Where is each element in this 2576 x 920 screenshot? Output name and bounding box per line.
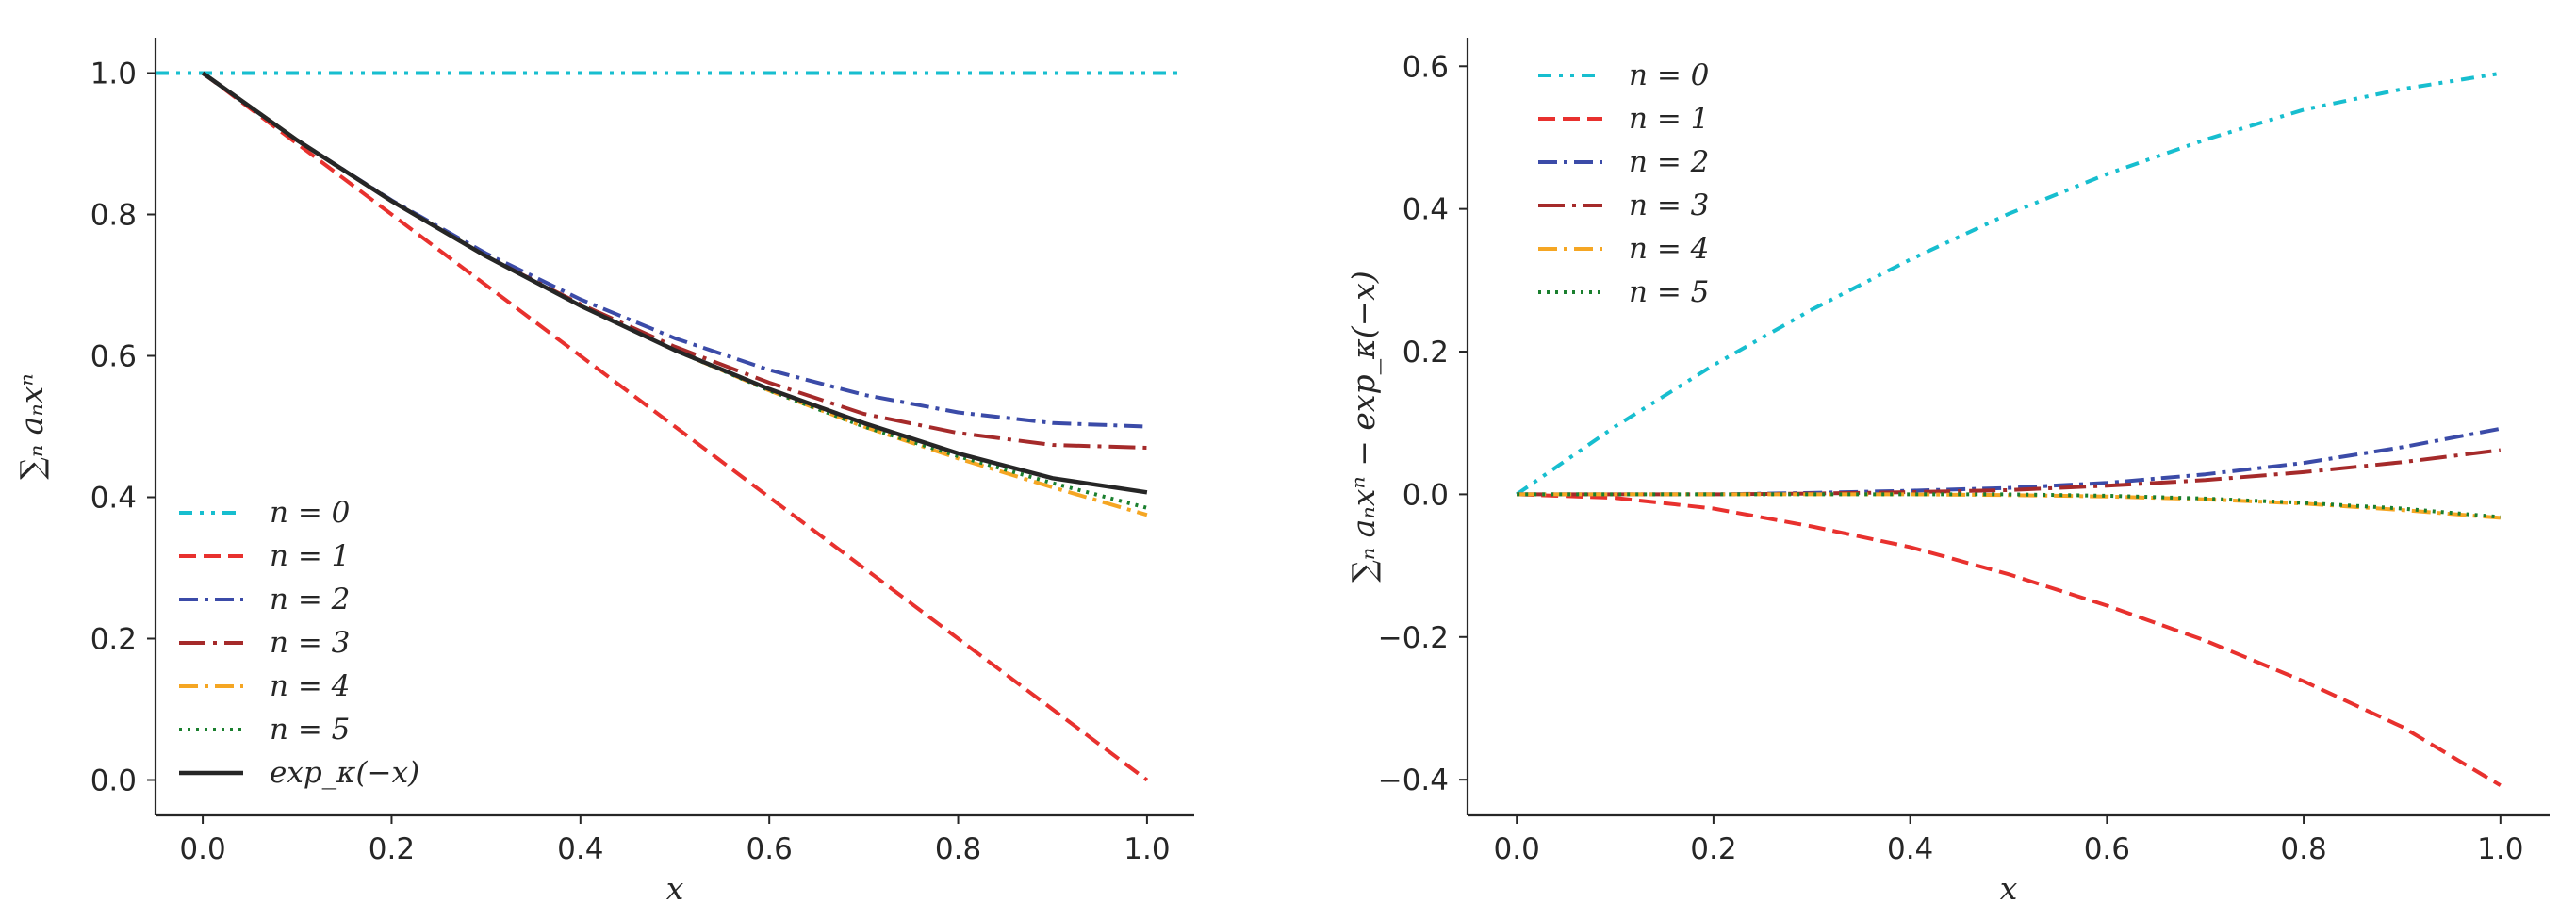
- legend-label: n = 0: [270, 496, 350, 530]
- x-tick-label: 0.0: [1494, 832, 1540, 866]
- y-tick-label: 0.6: [1403, 50, 1449, 84]
- y-tick-label: 0.4: [90, 482, 137, 516]
- x-tick-label: 1.0: [1124, 832, 1170, 866]
- series-line-n2: [201, 71, 1147, 429]
- series-line-n4: [201, 71, 1148, 518]
- y-tick-label: 0.2: [90, 623, 137, 657]
- series-line-n1: [201, 71, 1149, 782]
- x-tick-label: 0.2: [1690, 832, 1736, 866]
- series-line-n0: [1516, 71, 2502, 497]
- left-chart-panel: 0.0 0.2 0.4 0.6 0.8 1.0 0.0 0.2 0.4 0.6 0.8 1.0 x ∑ₙ …: [13, 38, 1194, 907]
- y-tick-label: 0.0: [90, 764, 137, 798]
- x-tick-label: 0.8: [2280, 832, 2326, 866]
- x-tick-label: 0.6: [747, 832, 793, 866]
- x-axis-label: x: [2000, 870, 2018, 907]
- legend-label: n = 5: [1629, 275, 1709, 309]
- y-axis-label: ∑ₙ aₙxⁿ − exp_κ(−x): [1345, 271, 1383, 583]
- y-tick-label: −0.2: [1378, 621, 1449, 655]
- y-tick-label: 0.4: [1403, 193, 1449, 227]
- x-tick-label: 0.6: [2084, 832, 2130, 866]
- x-tick-label: 0.8: [935, 832, 981, 866]
- x-axis-label: x: [666, 870, 684, 907]
- x-tick-label: 0.2: [369, 832, 415, 866]
- right-chart-panel: 0.0 0.2 0.4 0.6 0.8 1.0 −0.4 −0.2 0.0 0.2 0.4 0.6 x ∑…: [1345, 38, 2550, 907]
- x-tick-label: 1.0: [2477, 832, 2523, 866]
- y-tick-label: −0.4: [1378, 764, 1449, 797]
- y-tick-label: 0.8: [90, 199, 137, 233]
- x-tick-label: 0.4: [557, 832, 603, 866]
- x-tick-label: 0.4: [1887, 832, 1933, 866]
- legend-label: n = 2: [1629, 145, 1709, 179]
- y-tick-label: 0.0: [1403, 478, 1449, 512]
- legend-label: n = 4: [1629, 232, 1709, 266]
- legend-label: n = 3: [1629, 189, 1709, 222]
- y-tick-label: 1.0: [90, 58, 137, 91]
- legend-label: n = 3: [270, 626, 350, 660]
- legend-label: exp_κ(−x): [270, 756, 419, 790]
- legend-label: n = 2: [270, 583, 350, 616]
- y-axis-label: ∑ₙ aₙxⁿ: [13, 373, 50, 479]
- legend: n = 0 n = 1 n = 2 n = 3 n = 4 n = 5 exp_κ(−x): [179, 496, 419, 790]
- legend-label: n = 4: [270, 669, 350, 703]
- x-tick-label: 0.0: [179, 832, 225, 866]
- legend-label: n = 1: [270, 539, 350, 573]
- series-line-n5: [1517, 492, 2501, 519]
- y-tick-label: 0.6: [90, 340, 137, 374]
- y-tick-label: 0.2: [1403, 336, 1449, 370]
- series-line-n2: [1517, 426, 2502, 497]
- series-line-exp: [201, 71, 1148, 495]
- series-line-n5: [201, 71, 1148, 510]
- series-line-n1: [1517, 492, 2502, 787]
- legend-label: n = 5: [270, 713, 350, 747]
- legend: n = 0 n = 1 n = 2 n = 3 n = 4 n = 5: [1538, 58, 1709, 309]
- legend-label: n = 1: [1629, 102, 1709, 136]
- series-line-n4: [1517, 492, 2501, 520]
- series-line-n3: [1517, 448, 2502, 497]
- legend-label: n = 0: [1629, 58, 1709, 92]
- series-line-n3: [201, 71, 1147, 450]
